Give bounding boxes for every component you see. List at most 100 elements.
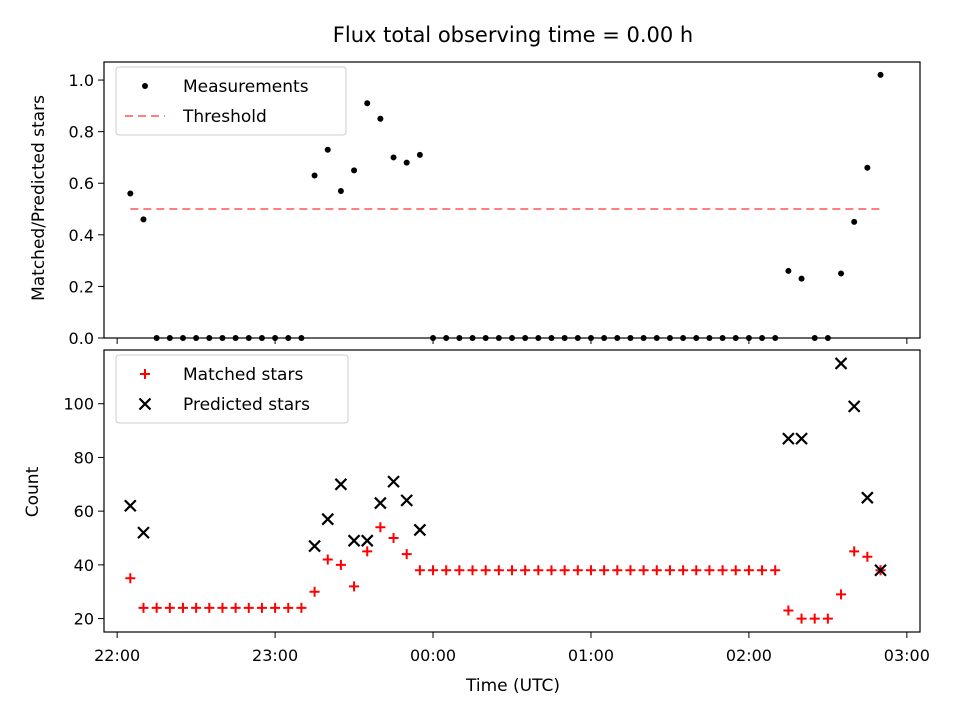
measurement-point <box>745 335 752 341</box>
matched-stars-point <box>125 573 136 584</box>
matched-stars-point <box>493 565 504 576</box>
measurement-point <box>574 335 581 341</box>
measurement-point <box>127 190 134 197</box>
measurement-point <box>298 335 305 341</box>
matched-stars-point <box>138 602 149 613</box>
matched-stars-point <box>375 522 386 533</box>
measurement-point <box>377 115 384 122</box>
y-tick-label: 0.8 <box>69 123 94 142</box>
measurement-point <box>430 335 437 341</box>
matched-stars-point <box>428 565 439 576</box>
predicted-stars-point <box>124 499 137 513</box>
measurement-point <box>522 335 529 341</box>
matched-stars-point <box>796 613 807 624</box>
matched-stars-point <box>256 602 267 613</box>
matched-stars-point <box>849 546 860 557</box>
x-axis-label: Time (UTC) <box>465 676 560 696</box>
measurement-point <box>785 267 792 274</box>
measurement-point <box>561 335 568 341</box>
measurement-point <box>193 335 200 341</box>
measurement-point <box>798 275 805 282</box>
legend-box <box>115 66 347 136</box>
predicted-stars-point <box>782 432 795 445</box>
measurement-point <box>232 335 239 341</box>
matched-stars-point <box>151 602 162 613</box>
predicted-stars-point <box>387 475 400 488</box>
predicted-stars-point <box>795 432 808 445</box>
matched-stars-point <box>335 559 346 570</box>
measurement-point <box>219 335 226 341</box>
matched-stars-point <box>507 565 517 576</box>
matched-stars-point <box>599 565 610 576</box>
legend-box <box>115 354 349 424</box>
matched-stars-point <box>691 565 702 576</box>
measurement-point <box>153 335 160 341</box>
y-tick-label: 1.0 <box>69 71 94 90</box>
measurement-point <box>653 335 660 341</box>
y-tick-label: 20 <box>74 610 94 629</box>
measurement-point <box>509 335 515 341</box>
measurement-point <box>482 335 489 341</box>
measurement-point <box>324 146 331 153</box>
measurement-point <box>166 335 173 341</box>
matched-stars-point <box>191 602 202 613</box>
matched-stars-point <box>743 565 754 576</box>
measurement-point <box>364 100 371 107</box>
measurement-point <box>179 335 186 341</box>
measurement-point <box>838 270 845 277</box>
predicted-stars-point <box>347 534 361 547</box>
matched-stars-point <box>283 602 294 613</box>
matched-stars-point <box>204 602 215 613</box>
measurement-point <box>311 172 318 179</box>
matched-stars-point <box>836 589 847 600</box>
matched-stars-point <box>783 605 794 616</box>
x-tick-label: 22:00 <box>94 646 140 665</box>
measurement-point <box>680 335 687 341</box>
matched-stars-point <box>822 613 833 624</box>
bottom-panel: 22:00 23:00 00:00 01:00 02:00 03:00 20 40 60 80 10… <box>63 349 930 665</box>
matched-stars-point <box>480 565 491 576</box>
measurement-point <box>864 164 871 171</box>
predicted-stars-point <box>413 523 427 537</box>
matched-stars-point <box>730 565 741 576</box>
measurement-point <box>535 335 542 341</box>
y-tick-label: 0.6 <box>69 174 94 193</box>
measurement-point <box>719 335 726 341</box>
matched-stars-point <box>177 602 188 613</box>
matched-stars-point <box>467 565 478 576</box>
measurement-point <box>258 335 265 341</box>
matched-stars-point <box>441 565 452 576</box>
measurement-point <box>443 335 450 341</box>
measurement-point <box>811 335 818 341</box>
y-tick-label: 0.2 <box>69 277 94 296</box>
predicted-stars-point <box>874 563 887 577</box>
matched-stars-point <box>414 565 425 576</box>
measurement-point <box>601 335 608 341</box>
measurement-point <box>693 335 700 341</box>
matched-stars-point <box>401 549 412 560</box>
matched-stars-point <box>678 565 689 576</box>
measurement-point <box>548 335 555 341</box>
predicted-stars-point <box>847 400 861 413</box>
matched-stars-point <box>164 602 175 613</box>
matched-stars-point <box>388 533 399 543</box>
matched-stars-point <box>217 602 228 613</box>
matched-stars-point <box>559 565 570 576</box>
matched-stars-point <box>296 602 307 613</box>
matched-stars-point <box>349 581 360 592</box>
legend-label: Matched stars <box>183 365 303 385</box>
matched-stars-point <box>585 565 596 576</box>
matched-stars-point <box>520 565 531 576</box>
predicted-stars-point <box>374 496 387 510</box>
matched-stars-point <box>612 565 623 576</box>
x-tick-label: 00:00 <box>410 646 456 665</box>
measurement-point <box>706 335 713 341</box>
legend-marker <box>142 83 148 89</box>
matched-stars-point <box>770 565 781 576</box>
matched-stars-point <box>757 565 768 576</box>
bottom-y-axis-label: Count <box>23 466 43 517</box>
matched-stars-point <box>809 613 820 624</box>
measurement-point <box>614 335 621 341</box>
measurement-point <box>469 335 476 341</box>
measurement-point <box>403 159 410 166</box>
